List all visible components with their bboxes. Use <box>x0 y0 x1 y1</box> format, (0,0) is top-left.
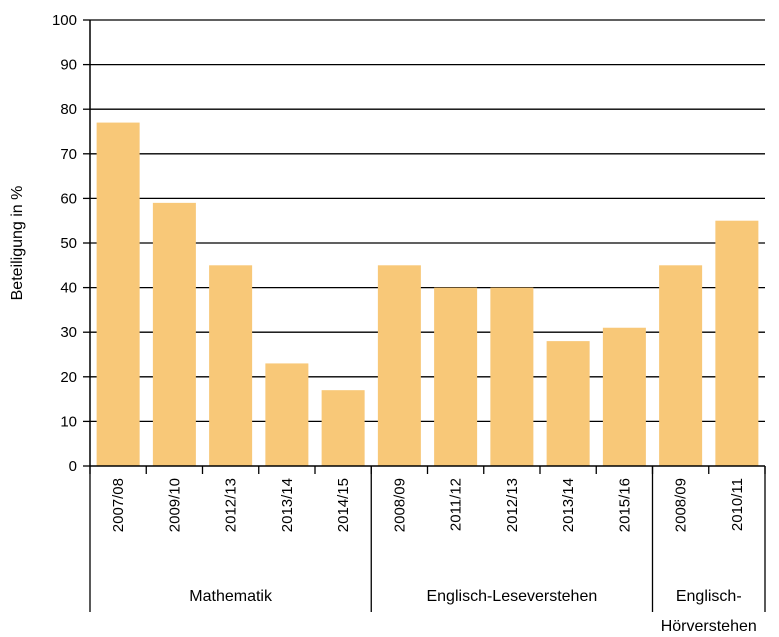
bar <box>152 202 196 467</box>
x-tick-label: 2015/16 <box>616 478 633 532</box>
bar <box>209 265 253 466</box>
axes <box>83 19 766 612</box>
x-tick-label: 2013/14 <box>279 478 296 532</box>
y-tick-label: 40 <box>60 280 77 297</box>
y-tick-labels: 0 10 20 30 40 50 60 70 80 90 100 <box>52 12 77 475</box>
x-tick-label: 2007/08 <box>110 478 127 532</box>
bar <box>265 363 309 466</box>
gridlines <box>90 19 765 423</box>
y-tick-label: 50 <box>60 235 77 252</box>
x-tick-label: 2013/14 <box>560 478 577 532</box>
x-tick-label: 2008/09 <box>673 478 690 532</box>
x-tick-label: 2009/10 <box>166 478 183 532</box>
y-tick-label: 70 <box>60 146 77 163</box>
x-tick-label: 2014/15 <box>335 478 352 532</box>
bar <box>434 287 478 466</box>
y-tick-label: 0 <box>69 458 77 475</box>
bar <box>715 220 759 466</box>
y-tick-label: 60 <box>60 190 77 207</box>
bar <box>659 265 703 466</box>
bar <box>490 287 534 466</box>
group-label: Englisch-Leseverstehen <box>426 588 597 605</box>
bar <box>321 390 365 466</box>
x-tick-label: 2012/13 <box>223 478 240 532</box>
y-tick-label: 20 <box>60 369 77 386</box>
x-tick-label: 2012/13 <box>504 478 521 532</box>
y-tick-label: 10 <box>60 413 77 430</box>
y-tick-label: 100 <box>52 12 77 29</box>
bars <box>96 122 759 467</box>
group-label: Englisch-Hörverstehen <box>661 588 757 635</box>
y-tick-label: 90 <box>60 57 77 74</box>
y-axis-title: Beteiligung in % <box>9 186 26 301</box>
y-tick-label: 80 <box>60 101 77 118</box>
bar <box>96 122 140 466</box>
x-tick-labels: 2007/08 2009/10 2012/13 2013/14 2014/15 2008/… <box>110 478 746 532</box>
group-labels: Mathematik Englisch-Leseverstehen Englisch… <box>189 588 757 635</box>
bar <box>377 265 421 466</box>
bar <box>546 341 590 466</box>
bar <box>602 327 646 466</box>
x-tick-label: 2008/09 <box>391 478 408 532</box>
x-tick-label: 2010/11 <box>729 478 746 531</box>
y-tick-label: 30 <box>60 324 77 341</box>
group-label: Mathematik <box>189 588 273 605</box>
x-tick-label: 2011/12 <box>448 478 465 531</box>
